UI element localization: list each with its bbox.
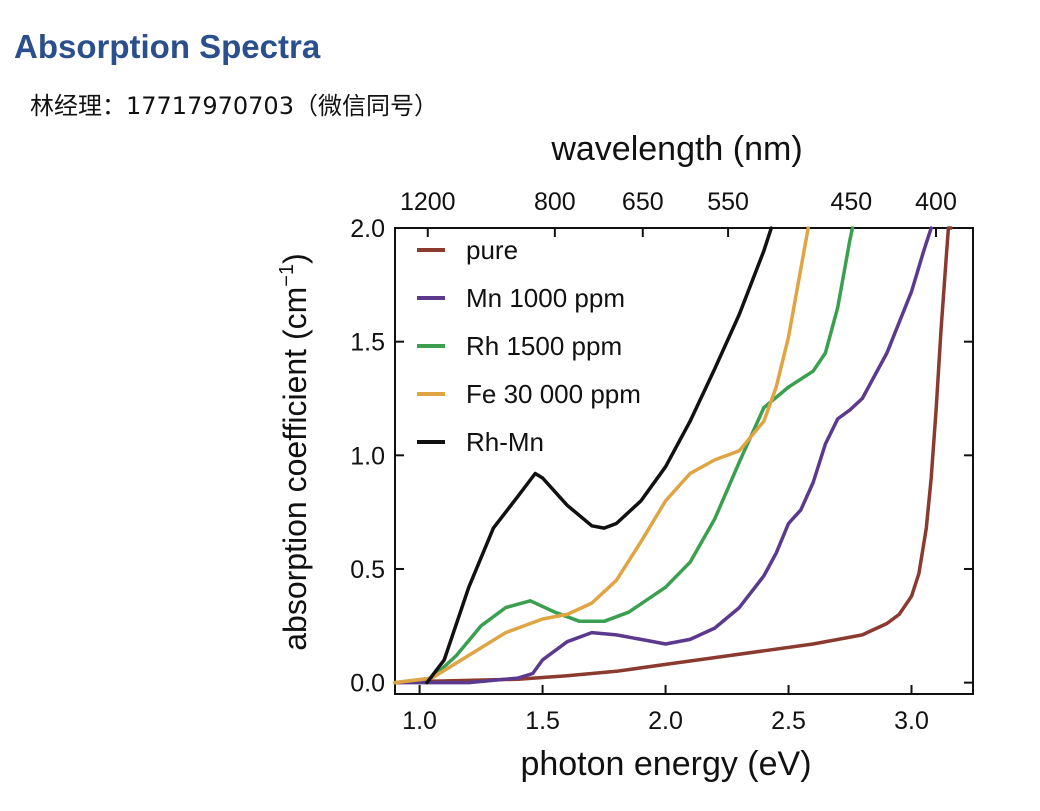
- top-tick-label: 650: [622, 188, 664, 216]
- legend-label: pure: [466, 235, 518, 265]
- legend: pure Mn 1000 ppm Rh 1500 ppm Fe 30 000 ppm R…: [417, 235, 641, 457]
- legend-label: Rh-Mn: [466, 427, 544, 457]
- series-line-4: [425, 226, 774, 685]
- x-axis-label: photon energy (eV): [520, 745, 811, 783]
- top-tick-label: 550: [707, 188, 749, 216]
- legend-label: Mn 1000 ppm: [466, 283, 625, 313]
- y-tick-label: 1.0: [350, 442, 385, 470]
- series-line-1: [393, 226, 933, 685]
- x-tick-label: 3.0: [894, 707, 929, 735]
- series-line-2: [393, 226, 855, 685]
- page-title: Absorption Spectra: [14, 28, 321, 65]
- top-axis-ticks: 1200 800 650 550 450 400: [400, 188, 957, 237]
- y-axis-label-main: absorption coefficient (cm: [277, 287, 313, 651]
- series-line-3: [393, 226, 810, 685]
- x-axis-ticks: 1.0 1.5 2.0 2.5 3.0: [402, 685, 929, 735]
- top-tick-label: 800: [534, 188, 576, 216]
- legend-label: Rh 1500 ppm: [466, 331, 622, 361]
- x-tick-label: 1.0: [402, 707, 437, 735]
- top-tick-label: 400: [915, 188, 957, 216]
- top-tick-label: 450: [830, 188, 872, 216]
- y-axis-label-close: ): [277, 253, 313, 264]
- y-tick-label: 0.5: [350, 556, 385, 584]
- y-axis-label: absorption coefficient (cm−1): [276, 253, 313, 651]
- plot-frame: [394, 227, 974, 695]
- top-axis-label: wavelength (nm): [550, 130, 802, 168]
- legend-label: Fe 30 000 ppm: [466, 379, 641, 409]
- y-tick-label: 1.5: [350, 329, 385, 357]
- y-tick-label: 2.0: [350, 215, 385, 243]
- y-axis-label-sup: −1: [276, 264, 298, 287]
- y-tick-label: 0.0: [350, 670, 385, 698]
- x-tick-label: 2.0: [648, 707, 683, 735]
- page-subtitle: 林经理：17717970703（微信同号）: [30, 92, 438, 120]
- series-lines: [393, 226, 953, 685]
- x-tick-label: 1.5: [525, 707, 560, 735]
- x-tick-label: 2.5: [771, 707, 806, 735]
- series-line-0: [393, 226, 953, 685]
- top-tick-label: 1200: [400, 188, 456, 216]
